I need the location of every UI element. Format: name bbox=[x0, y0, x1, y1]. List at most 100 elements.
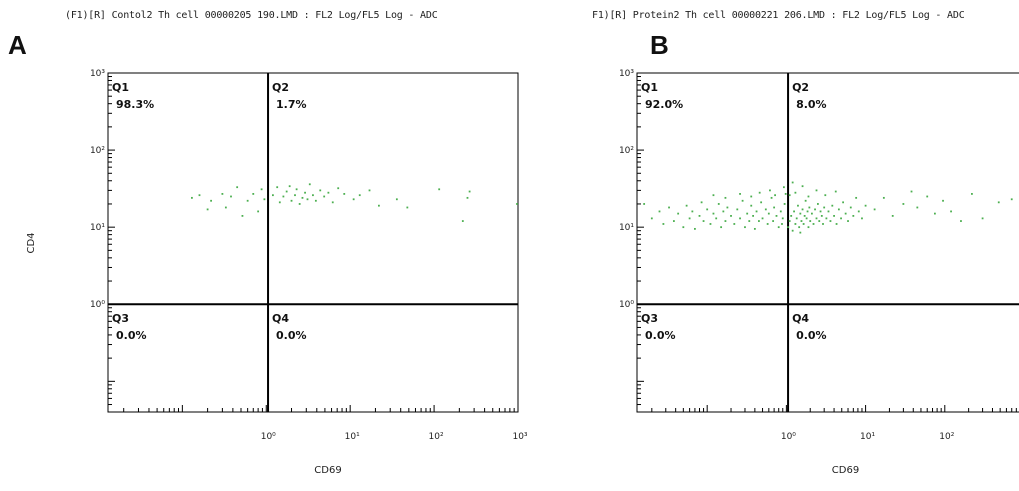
data-point bbox=[236, 186, 239, 189]
quadrant-q3-name: Q3 bbox=[112, 312, 129, 325]
data-point bbox=[712, 212, 715, 215]
data-point bbox=[304, 191, 306, 194]
data-point bbox=[802, 223, 805, 225]
data-point bbox=[643, 203, 646, 205]
y-tick-label: 10⁰ bbox=[619, 300, 634, 310]
y-tick-label: 10³ bbox=[619, 69, 634, 79]
data-point bbox=[807, 195, 810, 198]
quadrant-q4-name: Q4 bbox=[792, 312, 809, 325]
data-point bbox=[717, 203, 720, 205]
data-point bbox=[787, 226, 789, 229]
data-point bbox=[809, 220, 812, 222]
data-point bbox=[916, 206, 919, 209]
quadrant-q4-percent: 0.0% bbox=[276, 329, 307, 342]
data-point bbox=[805, 217, 808, 220]
data-point bbox=[819, 210, 822, 213]
data-point bbox=[873, 208, 876, 211]
y-tick-label: 10³ bbox=[90, 69, 105, 79]
data-point bbox=[308, 183, 311, 186]
quadrant-q1-percent: 98.3% bbox=[116, 98, 154, 111]
x-tick-label: 10¹ bbox=[345, 432, 360, 442]
x-tick-label: 10¹ bbox=[860, 432, 875, 442]
data-point bbox=[246, 199, 249, 202]
data-point bbox=[761, 217, 764, 220]
data-point bbox=[272, 194, 274, 197]
data-point bbox=[857, 210, 860, 213]
data-point bbox=[312, 194, 314, 197]
data-point bbox=[806, 210, 809, 213]
data-point bbox=[698, 214, 701, 217]
data-point bbox=[822, 223, 824, 225]
data-point bbox=[263, 198, 266, 201]
data-point bbox=[799, 231, 802, 234]
data-point bbox=[468, 190, 471, 193]
data-point bbox=[1010, 198, 1013, 201]
data-point bbox=[260, 188, 263, 191]
panel-a-letter: A bbox=[8, 30, 27, 60]
data-point bbox=[744, 226, 746, 229]
data-point bbox=[741, 199, 744, 202]
x-axis-title: CD69 bbox=[832, 465, 859, 476]
data-point bbox=[700, 201, 703, 204]
quadrant-q4-name: Q4 bbox=[272, 312, 289, 325]
data-point bbox=[825, 217, 828, 220]
data-point bbox=[794, 223, 797, 225]
data-point bbox=[882, 196, 885, 199]
data-point bbox=[668, 206, 670, 209]
data-point bbox=[739, 193, 741, 195]
data-point bbox=[849, 206, 852, 209]
data-point bbox=[833, 214, 835, 217]
data-point bbox=[685, 204, 688, 207]
data-point bbox=[712, 194, 715, 197]
data-point bbox=[784, 193, 787, 195]
quadrant-q1-name: Q1 bbox=[112, 81, 129, 94]
panel-b: F1)[R] Protein2 Th cell 00000221 206.LMD… bbox=[540, 0, 1019, 491]
data-point bbox=[844, 212, 847, 215]
data-point bbox=[790, 214, 793, 217]
data-point bbox=[837, 208, 840, 211]
x-tick-label: 10³ bbox=[512, 432, 527, 442]
data-point bbox=[775, 214, 778, 217]
data-point bbox=[230, 195, 232, 198]
data-point bbox=[337, 187, 340, 190]
data-point bbox=[724, 196, 727, 199]
data-point bbox=[301, 196, 304, 199]
data-point bbox=[864, 204, 867, 207]
data-point bbox=[835, 223, 838, 225]
data-point bbox=[650, 217, 653, 220]
y-axis-title: CD4 bbox=[26, 232, 37, 253]
data-point bbox=[706, 208, 709, 211]
data-point bbox=[677, 212, 680, 215]
data-point bbox=[733, 223, 736, 225]
data-point bbox=[812, 223, 815, 225]
data-point bbox=[658, 210, 661, 213]
data-point bbox=[760, 201, 763, 204]
data-point bbox=[852, 214, 855, 217]
data-point bbox=[769, 189, 771, 192]
data-point bbox=[221, 193, 224, 195]
data-point bbox=[800, 220, 803, 222]
data-point bbox=[798, 226, 801, 229]
data-point bbox=[772, 220, 775, 222]
data-point bbox=[278, 201, 281, 204]
data-point bbox=[331, 201, 334, 204]
data-point bbox=[758, 191, 761, 194]
y-tick-label: 10² bbox=[90, 146, 105, 156]
data-point bbox=[773, 206, 776, 209]
data-point bbox=[847, 220, 849, 222]
data-point bbox=[288, 185, 291, 188]
data-point bbox=[753, 227, 756, 230]
data-point bbox=[783, 203, 786, 205]
data-point bbox=[811, 212, 813, 215]
data-point bbox=[855, 196, 858, 199]
data-point bbox=[662, 223, 665, 225]
data-point bbox=[801, 185, 804, 188]
data-point bbox=[981, 217, 984, 220]
data-point bbox=[814, 208, 816, 211]
data-point bbox=[252, 193, 255, 195]
data-point bbox=[461, 220, 464, 222]
panel-a-plot: 10⁰ 10¹ 10² 10³ 10⁰ 10¹ 10² 10³ Q1 98.3% Q2 1.7% Q3 0… bbox=[26, 69, 528, 476]
data-point bbox=[791, 229, 794, 232]
plot-frame bbox=[636, 72, 1019, 413]
data-point bbox=[755, 210, 758, 213]
